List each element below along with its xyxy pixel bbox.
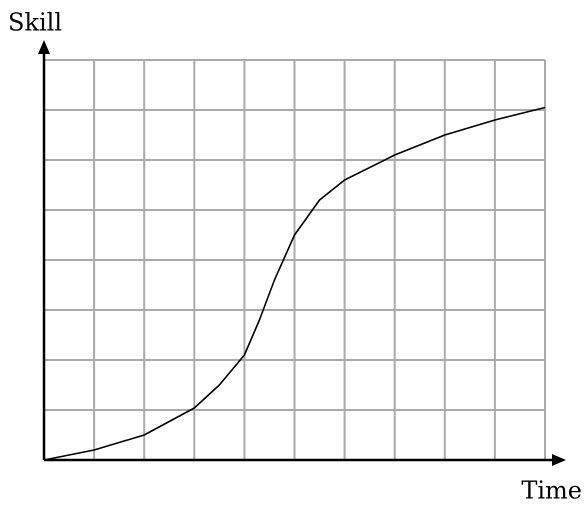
y-axis-label: Skill bbox=[8, 9, 62, 37]
x-axis-label: Time bbox=[521, 477, 582, 505]
x-axis-arrow bbox=[552, 454, 566, 466]
curve bbox=[43, 106, 546, 461]
y-axis-arrow bbox=[38, 40, 50, 54]
